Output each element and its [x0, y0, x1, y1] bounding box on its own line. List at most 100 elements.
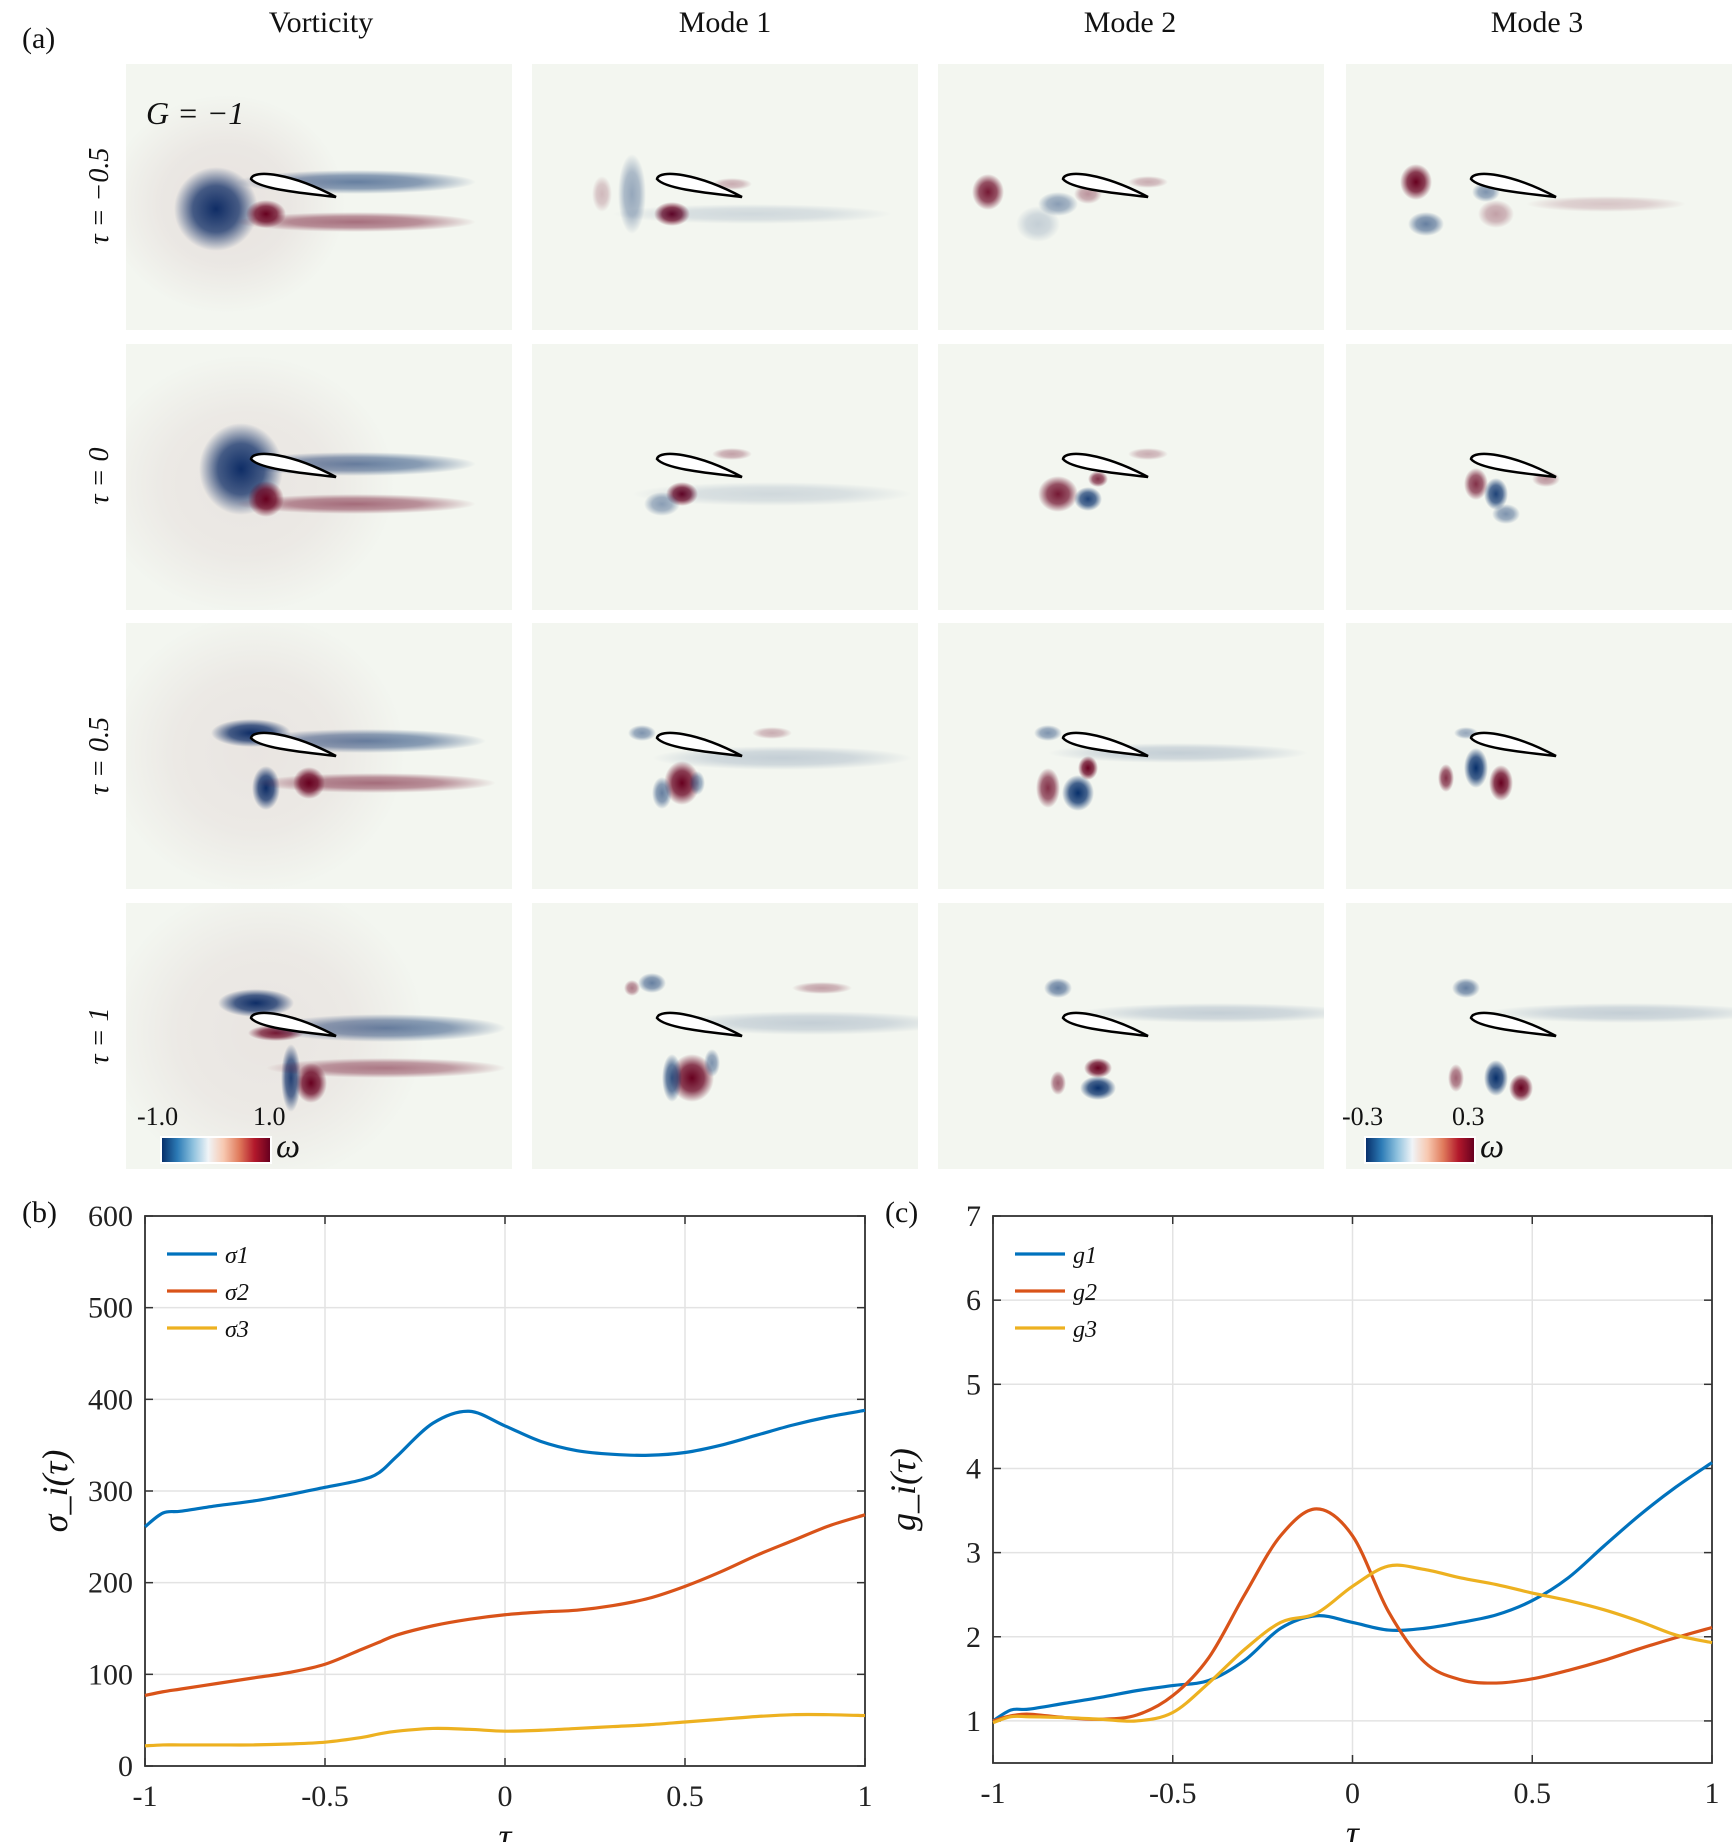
- y-tick-label: 1: [966, 1705, 981, 1738]
- x-tick-label: 0.5: [1514, 1777, 1552, 1810]
- x-tick-label: -1: [981, 1777, 1006, 1810]
- colorbar-modes-max-label: 0.3: [1452, 1102, 1485, 1131]
- airfoil-outline: [1469, 731, 1557, 758]
- colorbar-modes: [1364, 1136, 1476, 1164]
- row-label-tau-0: τ = 0: [84, 447, 115, 505]
- field-panel-row4-col2: [532, 903, 918, 1169]
- airfoil-outline: [1061, 1011, 1149, 1038]
- airfoil-outline: [1469, 452, 1557, 479]
- series-line-σ3: [144, 1712, 866, 1748]
- positive-vortex-region: [792, 982, 852, 994]
- airfoil-outline: [1061, 731, 1149, 758]
- chart-singular-values: -1 -0.5 0 0.5 1 0 100 200 300 400 500 600 σ1 σ2 σ3 τ σ_i…: [35, 1200, 873, 1842]
- airfoil-outline: [249, 1011, 337, 1038]
- airfoil-outline: [1061, 172, 1149, 199]
- field-panel-row3-col4: [1346, 623, 1732, 889]
- gust-ratio-label: G = −1: [146, 95, 245, 131]
- colorbar-vorticity: [160, 1136, 272, 1164]
- column-title-mode-1: Mode 1: [678, 6, 772, 39]
- panel-label-a: (a): [22, 22, 56, 55]
- x-axis-label: τ: [1346, 1813, 1360, 1842]
- legend-label-g3: g3: [1073, 1317, 1097, 1343]
- y-tick-label: 100: [88, 1658, 133, 1691]
- x-tick-label: -1: [133, 1780, 158, 1813]
- legend-label-σ3: σ3: [225, 1317, 249, 1343]
- negative-vortex-region: [652, 777, 672, 809]
- positive-vortex-region: [126, 94, 346, 314]
- negative-vortex-region: [628, 725, 656, 741]
- positive-vortex-region: [126, 623, 406, 889]
- positive-vortex-region: [972, 174, 1004, 210]
- positive-vortex-region: [1036, 768, 1060, 808]
- y-tick-label: 2: [966, 1621, 981, 1654]
- negative-vortex-region: [1492, 504, 1520, 524]
- field-panel-row1-col3: [938, 64, 1324, 330]
- negative-vortex-region: [1408, 212, 1444, 236]
- negative-vortex-region: [672, 1011, 918, 1035]
- airfoil-outline: [249, 452, 337, 479]
- row-label-tau-0-5: τ = 0.5: [84, 717, 115, 795]
- y-tick-label: 200: [88, 1567, 133, 1600]
- colorbar-modes-symbol: ω: [1480, 1128, 1505, 1165]
- negative-vortex-region: [689, 771, 705, 795]
- negative-vortex-region: [1080, 1076, 1116, 1100]
- y-axis-label: g_i(τ): [883, 1448, 923, 1531]
- field-panel-row1-col2: [532, 64, 918, 330]
- negative-vortex-region: [1034, 725, 1062, 741]
- positive-vortex-region: [1478, 200, 1514, 228]
- series-line-g3: [992, 1563, 1713, 1725]
- field-panel-row3-col1: [126, 623, 512, 889]
- field-panel-row2-col2: [532, 344, 918, 610]
- negative-vortex-region: [1484, 1060, 1508, 1096]
- y-tick-label: 5: [966, 1368, 981, 1401]
- colorbar-modes-min-label: -0.3: [1342, 1102, 1384, 1131]
- positive-vortex-region: [592, 176, 612, 212]
- positive-vortex-region: [624, 980, 640, 996]
- airfoil-outline: [1469, 172, 1557, 199]
- y-tick-label: 300: [88, 1475, 133, 1508]
- row-label-tau-neg-0-5: τ = −0.5: [84, 147, 115, 245]
- airfoil-outline: [655, 731, 743, 758]
- positive-vortex-region: [1050, 1071, 1066, 1095]
- positive-vortex-region: [664, 761, 700, 805]
- field-panel-row3-col2: [532, 623, 918, 889]
- airfoil-outline: [1469, 1011, 1557, 1038]
- positive-vortex-region: [1084, 1058, 1112, 1078]
- colorbar-vorticity-symbol: ω: [276, 1128, 301, 1165]
- airfoil-outline: [655, 172, 743, 199]
- y-tick-label: 0: [118, 1750, 133, 1783]
- series-line-g1: [992, 1461, 1713, 1723]
- negative-vortex-region: [1464, 748, 1488, 788]
- positive-vortex-region: [752, 727, 792, 739]
- series-line-σ2: [144, 1513, 866, 1697]
- legend-label-σ1: σ1: [225, 1243, 249, 1269]
- chart-gain: -1 -0.5 0 0.5 1 1 2 3 4 5 6 7 g1 g2 g3 τ g_i(τ): [883, 1200, 1720, 1842]
- positive-vortex-region: [1448, 1064, 1464, 1092]
- positive-vortex-region: [1526, 196, 1686, 212]
- x-axis-label: τ: [499, 1816, 513, 1842]
- colorbar-vorticity-max-label: 1.0: [253, 1102, 286, 1131]
- colorbar-vorticity-min-label: -1.0: [137, 1102, 179, 1131]
- column-title-vorticity: Vorticity: [268, 6, 374, 39]
- positive-vortex-region: [670, 1054, 714, 1102]
- field-panel-row2-col1: [126, 344, 512, 610]
- negative-vortex-region: [618, 154, 646, 234]
- positive-vortex-region: [1464, 468, 1488, 500]
- positive-vortex-region: [1489, 765, 1513, 801]
- y-tick-label: 4: [966, 1452, 981, 1485]
- x-tick-label: 0.5: [666, 1780, 704, 1813]
- airfoil-outline: [249, 172, 337, 199]
- x-tick-label: -0.5: [1149, 1777, 1197, 1810]
- panel-label-c: (c): [885, 1196, 919, 1229]
- field-panel-row1-col4: [1346, 64, 1732, 330]
- airfoil-outline: [1061, 452, 1149, 479]
- negative-vortex-region: [1016, 206, 1060, 242]
- field-panel-row3-col3: [938, 623, 1324, 889]
- negative-vortex-region: [1062, 775, 1094, 811]
- y-tick-label: 3: [966, 1537, 981, 1570]
- x-tick-label: 0: [498, 1780, 513, 1813]
- positive-vortex-region: [126, 354, 396, 610]
- positive-vortex-region: [1038, 476, 1078, 512]
- negative-vortex-region: [704, 1049, 720, 1077]
- negative-vortex-region: [1044, 978, 1072, 998]
